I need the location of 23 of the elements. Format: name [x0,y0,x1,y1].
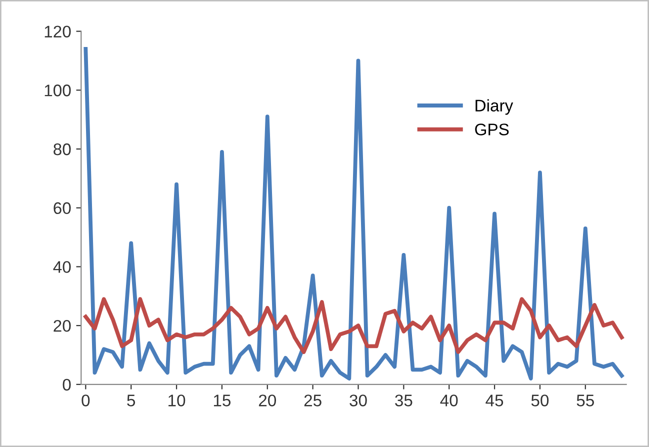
x-tick-label: 5 [127,394,136,406]
x-tick-label: 25 [304,394,322,406]
x-tick-label: 35 [395,394,412,406]
y-tick-label: 60 [54,202,71,214]
y-tick-label: 100 [44,84,71,96]
line-series [84,297,624,354]
legend-label: Diary [476,99,514,115]
legend-label: GPS [475,124,509,136]
x-tick-label: 0 [82,394,90,406]
x-tick-label: 20 [258,394,276,406]
x-tick-label: 40 [440,394,458,406]
x-tick-label: 55 [576,394,594,406]
line-series [84,47,624,380]
x-tick-label: 10 [168,394,186,406]
x-tick-label: 30 [350,394,367,406]
y-tick-label: 20 [54,320,71,332]
y-tick-label: 80 [54,143,71,156]
y-tick-label: 120 [44,26,71,38]
y-tick-label: 0 [62,378,71,391]
y-tick-label: 40 [53,261,71,273]
x-tick-label: 15 [214,394,231,406]
x-tick-label: 50 [531,394,549,406]
x-tick-label: 45 [486,394,504,406]
